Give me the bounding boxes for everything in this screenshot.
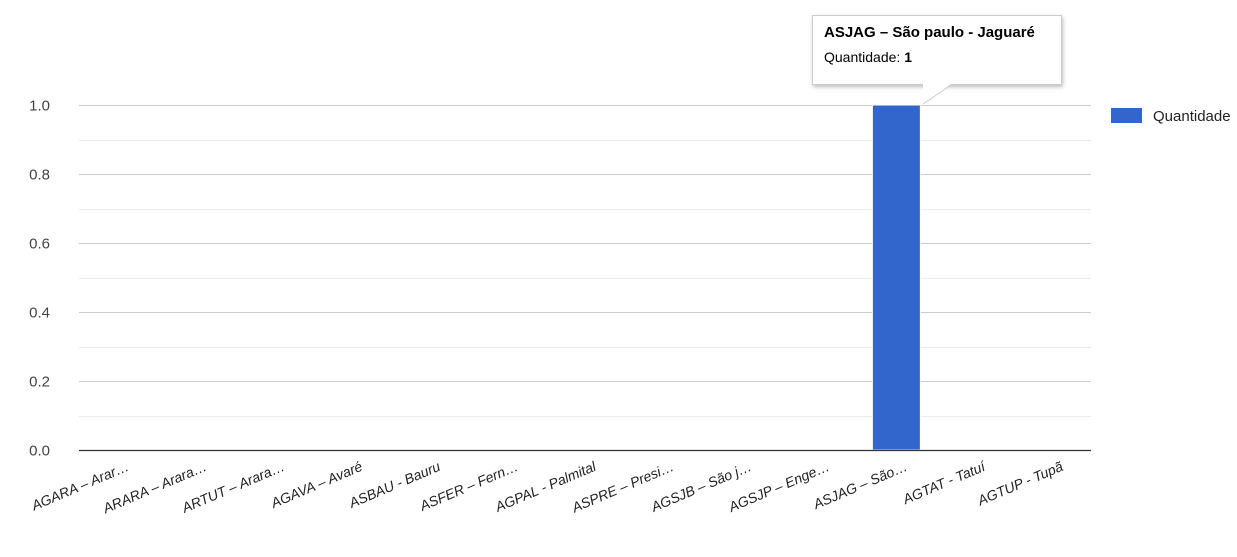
- legend-label-quantidade: Quantidade: [1153, 108, 1231, 125]
- y-tick-label: 0.2: [29, 374, 50, 391]
- y-axis-labels: 0.0 0.2 0.4 0.6 0.8 1.0: [29, 98, 50, 460]
- y-tick-label: 0.8: [29, 167, 50, 184]
- y-tick-label: 0.0: [29, 443, 50, 460]
- tooltip-label: Quantidade:: [824, 49, 901, 65]
- tooltip-line: Quantidade: 1: [824, 49, 1050, 65]
- legend[interactable]: Quantidade: [1111, 108, 1231, 125]
- x-tick-label: AGTUP - Tupã: [974, 458, 1065, 509]
- tooltip-pointer: [923, 84, 952, 105]
- tooltip-value: 1: [904, 49, 912, 65]
- y-tick-label: 1.0: [29, 98, 50, 115]
- legend-swatch-quantidade: [1111, 108, 1142, 123]
- y-tick-label: 0.6: [29, 236, 50, 253]
- y-tick-label: 0.4: [29, 305, 50, 322]
- gridlines: [79, 105, 1091, 417]
- tooltip-title: ASJAG – São paulo - Jaguaré: [824, 24, 1035, 41]
- bar[interactable]: [871, 104, 921, 451]
- bars: [871, 104, 921, 451]
- x-axis-labels: AGARA – Arar…ARARA – Arara…ARTUT – Arara…: [28, 457, 1065, 516]
- x-tick-label: AGTAT - Tatuí: [900, 457, 990, 507]
- bar-tooltip: ASJAG – São paulo - Jaguaré Quantidade: …: [812, 15, 1062, 85]
